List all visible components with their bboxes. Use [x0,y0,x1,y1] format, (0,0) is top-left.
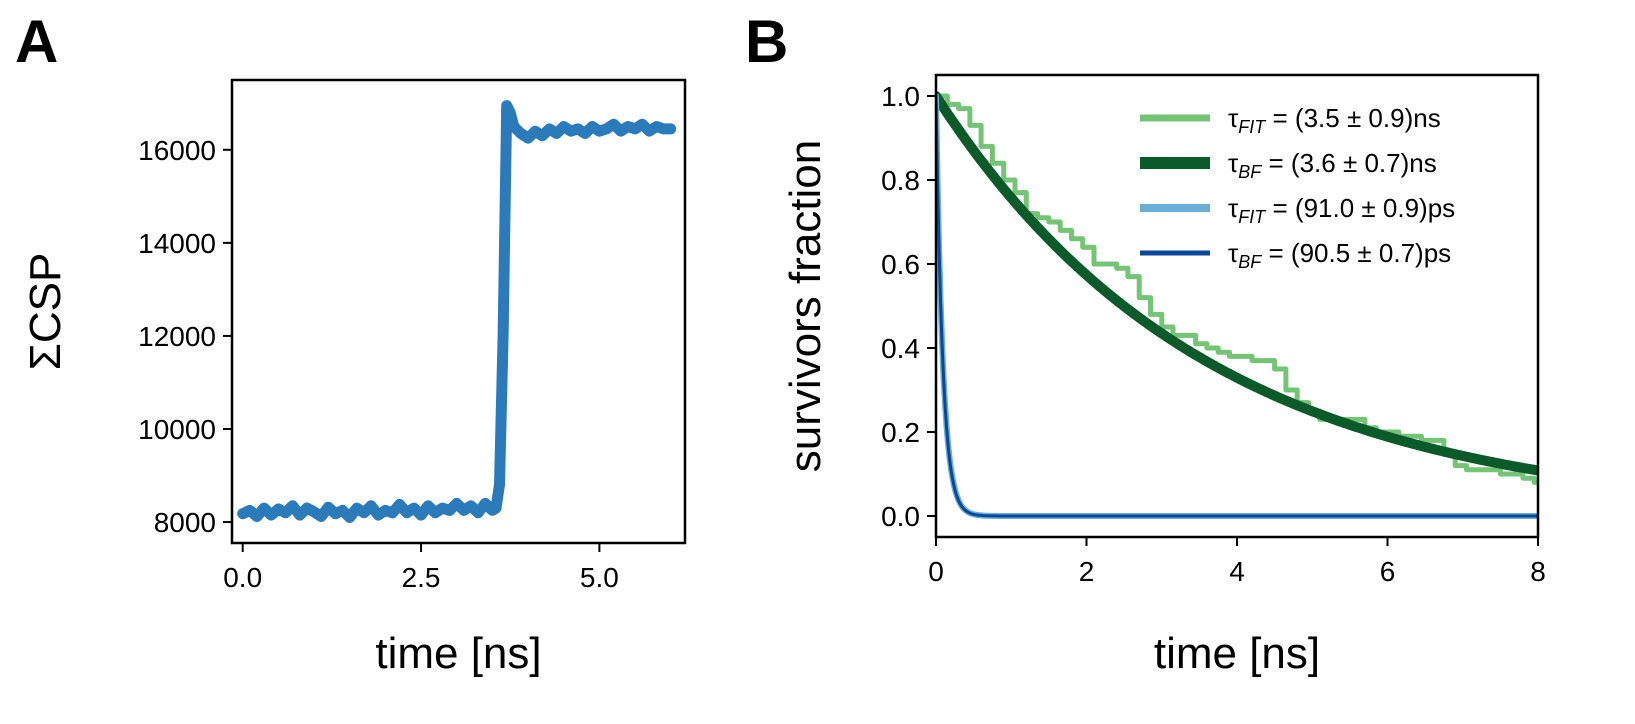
y-tick-label: 0.0 [881,501,920,532]
panel-a: A 0.0 2.5 5.0 8000 10000 12000 14000 16000 time [… [15,8,687,678]
legend-text: = (91.0 ± 0.9)ps [1265,193,1455,223]
legend-symbol: τ [1228,238,1239,268]
x-tick-label: 5.0 [580,562,619,593]
legend-entry-1: τBF = (3.6 ± 0.7)ns [1228,148,1437,182]
legend-subscript: BF [1238,252,1262,272]
legend-entry-3: τBF = (90.5 ± 0.7)ps [1228,238,1451,272]
legend-entry-0: τFIT = (3.5 ± 0.9)ns [1228,103,1441,137]
series-line-0 [237,100,677,523]
x-tick-label: 2.5 [402,562,441,593]
legend-subscript: BF [1238,162,1262,182]
axes-frame [230,78,687,545]
legend-text: = (3.5 ± 0.9)ns [1265,103,1440,133]
legend-text: = (90.5 ± 0.7)ps [1261,238,1451,268]
panel-label: B [745,8,788,75]
panel-label: A [15,8,58,75]
plot-area [936,91,1538,519]
series-line-0 [936,93,1538,485]
plot-area [237,100,677,523]
y-tick-label: 0.4 [881,333,920,364]
y-tick-label: 0.2 [881,417,920,448]
y-axis-label: ΣCSP [21,253,70,371]
series-line-1 [936,91,1538,476]
legend-text: = (3.6 ± 0.7)ns [1261,148,1436,178]
series-line-3 [936,94,1538,518]
x-tick-label: 0 [928,556,944,587]
y-tick-label: 10000 [138,414,216,445]
y-tick-label: 0.6 [881,249,920,280]
x-tick-label: 4 [1229,556,1245,587]
panel-b: B 0 2 4 6 8 0.0 0.2 0.4 0.6 0.8 1.0 time [ns] survivo… [745,8,1546,678]
x-axis-label: time [ns] [375,629,541,678]
legend-entry-2: τFIT = (91.0 ± 0.9)ps [1228,193,1455,227]
x-tick-label: 0.0 [223,562,262,593]
legend-symbol: τ [1228,193,1239,223]
y-axis-label: survivors fraction [781,140,830,473]
y-tick-label: 14000 [138,228,216,259]
legend-subscript: FIT [1238,207,1267,227]
x-tick-label: 2 [1079,556,1095,587]
x-axis-label: time [ns] [1154,629,1320,678]
y-tick-label: 12000 [138,321,216,352]
y-tick-label: 1.0 [881,81,920,112]
x-tick-label: 6 [1380,556,1396,587]
legend-symbol: τ [1228,148,1239,178]
x-tick-label: 8 [1530,556,1546,587]
y-tick-label: 0.8 [881,165,920,196]
axes-frame [934,73,1540,539]
y-tick-label: 8000 [154,507,216,538]
legend-symbol: τ [1228,103,1239,133]
legend-subscript: FIT [1238,117,1267,137]
y-tick-label: 16000 [138,135,216,166]
